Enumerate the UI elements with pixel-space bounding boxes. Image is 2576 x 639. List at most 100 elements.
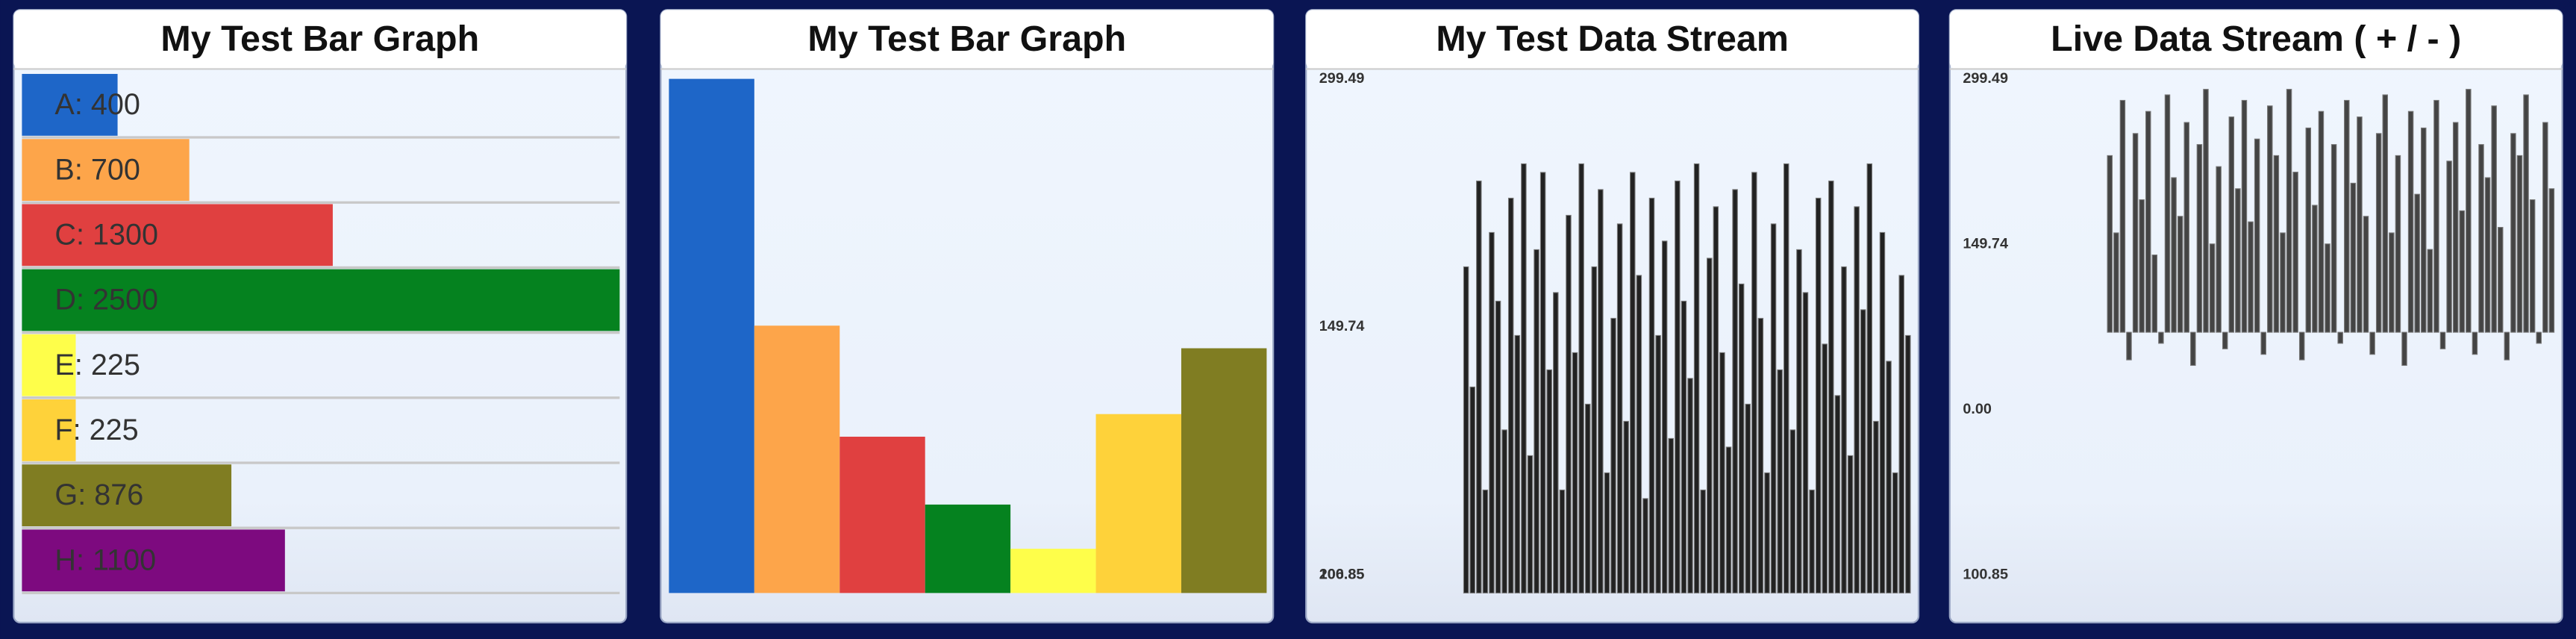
stream-bar	[1463, 266, 1469, 593]
stream-bar	[2292, 172, 2298, 333]
stream-bar	[1854, 206, 1860, 593]
stream-bar	[2389, 232, 2395, 333]
stream-bar	[2280, 232, 2286, 333]
stream-bar	[1534, 249, 1539, 593]
stream-bar	[1828, 180, 1834, 593]
stream-bar	[2446, 160, 2452, 333]
bar	[22, 464, 232, 526]
y-tick-label: 206.85	[1319, 566, 1365, 582]
stream-bar	[2216, 166, 2222, 333]
stream-bar	[1553, 292, 1559, 593]
stream-bar	[1636, 275, 1642, 593]
stream-bar	[2190, 331, 2196, 367]
bar-label: G: 876	[54, 479, 143, 511]
stream-bar	[2254, 138, 2260, 333]
bar	[22, 139, 190, 202]
stream-bar	[1566, 214, 1572, 593]
y-tick-label: 299.49	[1319, 70, 1365, 87]
stream-bar	[2491, 105, 2497, 333]
stream-bar	[1886, 361, 1892, 593]
stream-bar	[1802, 292, 1809, 593]
stream-bar	[2337, 331, 2343, 344]
bar	[22, 399, 76, 461]
stream-bar	[1521, 163, 1527, 593]
stream-bar	[1789, 429, 1796, 593]
stream-bar	[1668, 437, 1675, 593]
stream-bar	[1630, 172, 1636, 593]
stream-bar	[1495, 300, 1501, 593]
stream-bar	[1815, 197, 1822, 593]
stream-bar	[2414, 193, 2420, 333]
stream-bar	[2126, 331, 2132, 361]
stream-bar	[2382, 94, 2389, 333]
stream-bar	[1905, 334, 1911, 593]
stream-bar	[1783, 163, 1789, 593]
y-tick-label: 299.49	[1963, 70, 2008, 87]
stream-bar	[2151, 255, 2158, 333]
y-tick-label: 0.00	[1963, 401, 1992, 417]
stream-bar	[1770, 223, 1777, 593]
stream-bar	[1623, 420, 1629, 593]
panel-header	[13, 10, 627, 69]
stream-bar	[2273, 155, 2280, 333]
stream-bar	[2267, 105, 2273, 333]
stream-bar	[1681, 300, 1687, 593]
stream-bar	[1725, 446, 1732, 593]
stream-bar	[1578, 163, 1584, 593]
stream-bar	[2318, 110, 2325, 333]
bar	[22, 74, 118, 136]
stream-bar	[2305, 127, 2312, 333]
stream-bar	[2158, 331, 2164, 344]
stream-bar	[2209, 243, 2216, 333]
bar	[840, 437, 925, 593]
chart-title: Live Data Stream ( + / - )	[2051, 19, 2461, 59]
stream-bar	[1822, 343, 1828, 593]
stream-bar	[2427, 249, 2433, 333]
stream-bar	[1751, 172, 1757, 593]
stream-bar	[2260, 331, 2266, 355]
stream-bar	[2407, 110, 2414, 333]
stream-bar	[1604, 472, 1610, 593]
chart-title: My Test Bar Graph	[807, 19, 1126, 59]
bar	[22, 204, 333, 266]
stream-bar	[2344, 99, 2350, 333]
stream-bar	[1834, 395, 1841, 593]
stream-bar	[1713, 206, 1719, 593]
stream-bar	[1809, 489, 1815, 593]
stream-bar	[2439, 331, 2446, 349]
stream-bar	[1892, 472, 1898, 593]
y-tick-label: 149.74	[1963, 235, 2008, 252]
stream-bar	[1655, 334, 1661, 593]
bar	[1181, 348, 1267, 593]
bar-label: H: 1100	[54, 543, 156, 576]
stream-bar	[1693, 163, 1700, 593]
stream-bar	[1572, 352, 1578, 593]
stream-bar	[2536, 331, 2542, 344]
stream-bar	[1648, 197, 1655, 593]
stream-bar	[2369, 331, 2375, 355]
stream-bar	[1610, 317, 1616, 593]
stream-bar	[2203, 89, 2209, 333]
stream-bar	[1675, 180, 1681, 593]
bar-label: E: 225	[54, 349, 140, 381]
bar	[22, 529, 285, 592]
stream-bar	[1738, 283, 1745, 593]
stream-bar	[2171, 177, 2177, 333]
stream-bar	[2350, 182, 2357, 333]
bar-label: A: 400	[54, 88, 140, 121]
stream-bar	[2113, 232, 2119, 333]
stream-bar	[1719, 352, 1725, 593]
stream-bar	[2357, 116, 2363, 333]
stream-bar	[2401, 331, 2407, 367]
stream-bar	[2248, 221, 2254, 333]
stream-bar	[1482, 489, 1489, 593]
stream-bar	[2452, 122, 2459, 333]
stream-bar	[1476, 180, 1482, 593]
stream-bar	[1879, 231, 1886, 593]
stream-bar	[2529, 199, 2536, 333]
stream-bar	[2132, 133, 2139, 333]
stream-bar	[1841, 266, 1847, 593]
stream-bar	[1764, 472, 1770, 593]
panel-header	[1949, 10, 2563, 69]
